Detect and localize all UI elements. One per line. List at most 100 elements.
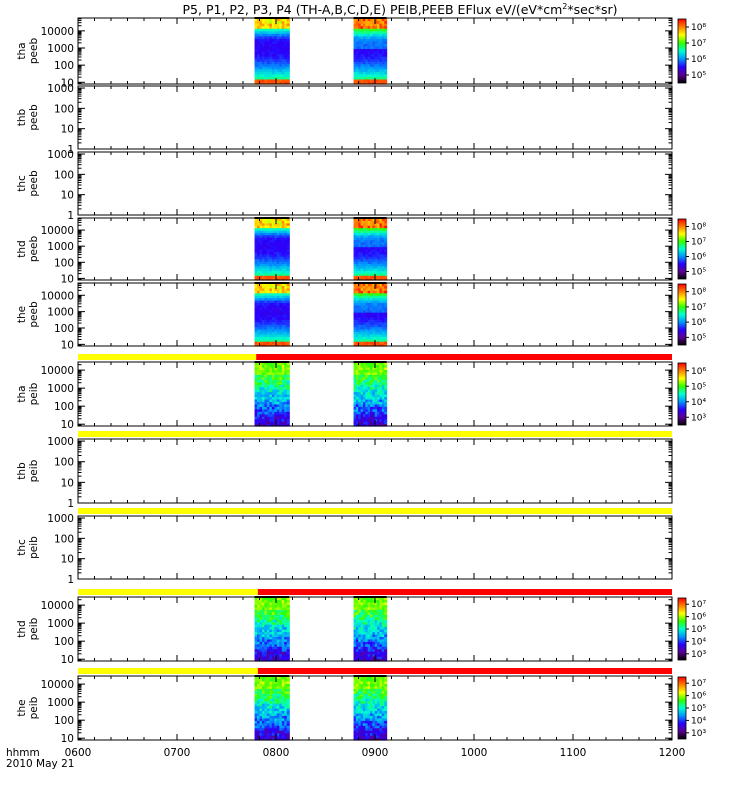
spectrogram-cell [259, 270, 263, 274]
spectrogram-cell [284, 376, 288, 380]
panel-probe-label: thc [16, 175, 28, 192]
spectrogram-cell [360, 20, 364, 24]
spectrogram-cell [279, 656, 283, 660]
spectrogram-cell [266, 258, 271, 262]
colorbar [677, 597, 687, 661]
spectrogram-cell [370, 641, 374, 645]
spectrogram-cell [276, 263, 280, 267]
spectrogram-cell [266, 290, 271, 294]
spectrogram-cell [281, 386, 285, 390]
spectrogram-cell [271, 232, 275, 236]
spectrogram-cell [261, 343, 266, 347]
spectrogram-cell [281, 381, 285, 385]
spectrogram-cell [286, 658, 290, 662]
spectrogram-cell [370, 239, 374, 243]
spectrogram-cell [367, 71, 371, 75]
spectrogram-cell [279, 604, 283, 608]
spectrogram-cell [355, 619, 359, 623]
spectrogram-cell [254, 597, 258, 601]
spectrogram-cell [360, 343, 364, 347]
spectrogram-cell [362, 403, 366, 407]
spectrogram-cell [264, 28, 268, 32]
spectrogram-cell [367, 307, 371, 311]
spectrogram-cell [379, 73, 383, 77]
spectrogram-cell [281, 295, 285, 299]
spectrogram-cell [281, 234, 285, 238]
spectrogram-cell [281, 43, 285, 47]
spectrogram-cell [355, 389, 359, 393]
spectrogram-cell [353, 321, 357, 325]
spectrogram-cell [276, 396, 280, 400]
spectrogram-cell [264, 643, 268, 647]
spectrogram-cell [360, 601, 364, 605]
spectrogram-cell [281, 58, 285, 62]
spectrogram-cell [384, 411, 388, 415]
spectrogram-cell [355, 597, 359, 601]
spectrogram-cell [279, 401, 283, 405]
spectrogram-cell [257, 619, 261, 623]
spectrogram-cell [372, 45, 376, 50]
spectrogram-cell [360, 606, 364, 610]
spectrogram-cell [269, 265, 273, 269]
spectrogram-cell [360, 56, 364, 60]
spectrogram-cell [284, 624, 288, 628]
spectrogram-cell [286, 398, 290, 402]
spectrogram-cell [266, 362, 271, 366]
spectrogram-cell [286, 227, 290, 231]
spectrogram-cell [269, 343, 273, 347]
spectrogram-cell [266, 61, 271, 65]
spectrogram-cell [261, 413, 266, 417]
spectrogram-cell [358, 312, 362, 316]
spectrogram-cell [381, 260, 385, 264]
spectrogram-cell [276, 398, 280, 402]
spectrogram-cell [374, 633, 378, 637]
spectrogram-cell [259, 302, 263, 306]
spectrogram-cell [266, 621, 271, 625]
spectrogram-cell [276, 232, 280, 236]
spectrogram-cell [281, 71, 285, 75]
spectrogram-cell [279, 56, 283, 60]
spectrogram-cell [264, 391, 268, 395]
spectrogram-cell [374, 338, 378, 342]
spectrogram-cell [286, 258, 290, 262]
spectrogram-cell [358, 68, 362, 72]
spectrogram-cell [284, 341, 288, 345]
spectrogram-cell [353, 374, 357, 378]
spectrogram-cell [281, 631, 285, 635]
spectrogram-cell [362, 338, 366, 342]
spectrogram-cell [281, 304, 285, 308]
spectrogram-cell [377, 366, 381, 370]
spectrogram-cell [372, 406, 376, 410]
spectrogram-cell [264, 658, 268, 662]
spectrogram-cell [355, 285, 359, 289]
spectrogram-cell [353, 20, 357, 24]
spectrogram-cell [264, 265, 268, 269]
spectrogram-cell [284, 416, 288, 420]
spectrogram-cell [377, 220, 381, 224]
spectrogram-cell [377, 251, 381, 255]
spectrogram-cell [286, 45, 290, 50]
spectrogram-cell [284, 423, 288, 427]
spectrogram-cell [377, 239, 381, 243]
spectrogram-cell [360, 401, 364, 405]
spectrogram-cell [374, 364, 378, 368]
spectrogram-cell [264, 616, 268, 620]
spectrogram-cell [284, 619, 288, 623]
spectrogram-cell [379, 232, 383, 236]
spectrogram-cell [271, 621, 275, 625]
spectrogram-cell [254, 619, 258, 623]
spectrogram-cell [261, 326, 266, 330]
spectrogram-cell [266, 66, 271, 70]
spectrogram-cell [279, 258, 283, 262]
spectrogram-cell [279, 624, 283, 628]
panel-frame [77, 515, 673, 580]
spectrogram-cell [281, 398, 285, 402]
spectrogram-cell [362, 263, 366, 267]
spectrogram-cell [254, 81, 258, 85]
spectrogram-cell [362, 33, 366, 37]
spectrogram-cell [353, 319, 357, 323]
spectrogram-cell [353, 232, 357, 236]
spectrogram-cell [374, 66, 378, 70]
spectrogram-cell [358, 38, 362, 42]
spectrogram-cell [362, 304, 366, 308]
